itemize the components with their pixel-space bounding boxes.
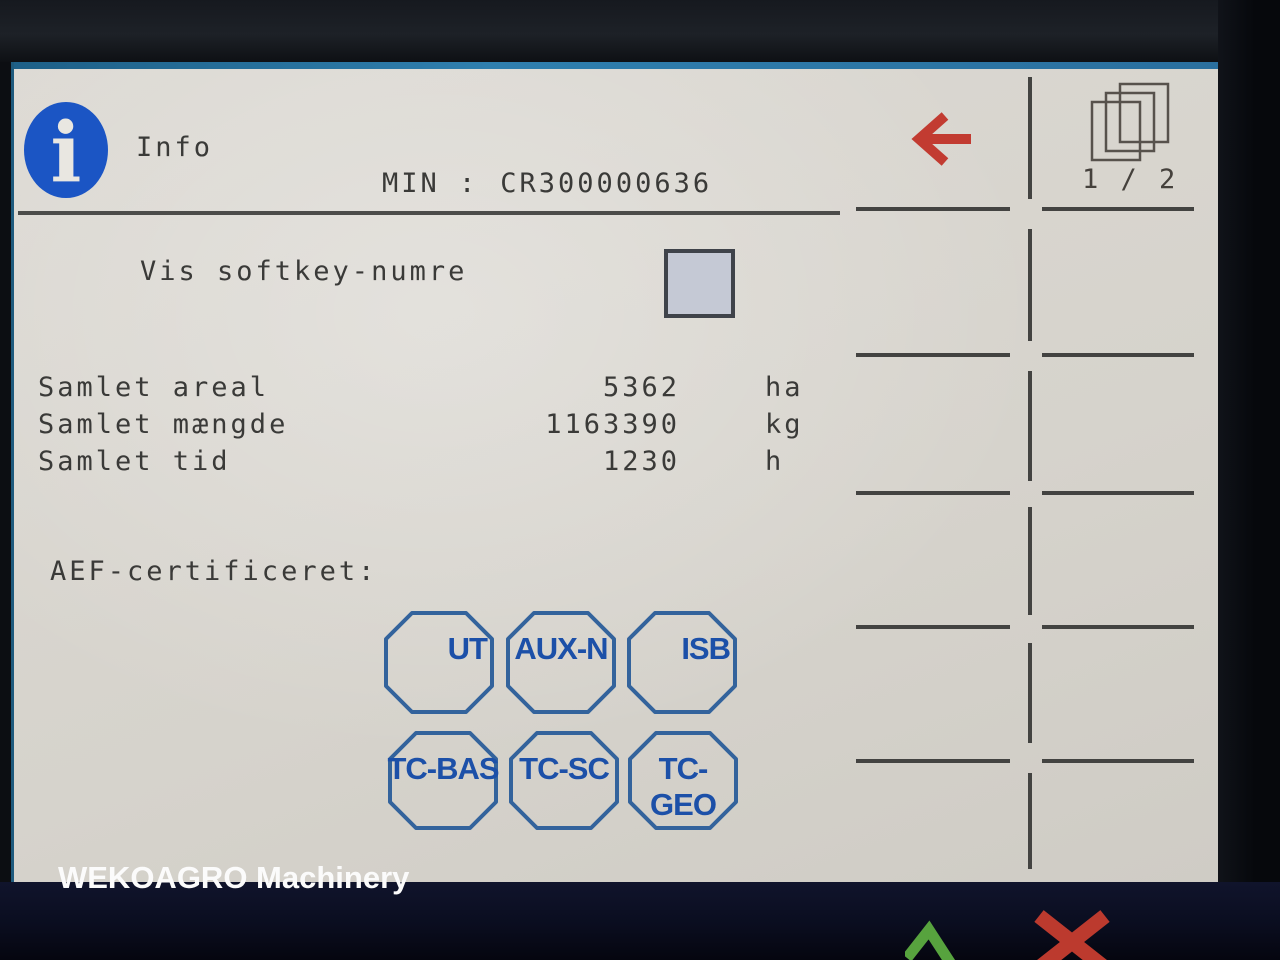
watermark: WEKOAGRO Machinery [58,860,410,895]
machine-id-value: CR300000636 [500,168,713,199]
total-time-value: 1230 [602,446,680,477]
arrow-left-icon [911,112,971,166]
aef-badge-tc-bas: TC-BAS [386,729,500,832]
table-row: Samlet areal 5362 ha [38,373,838,410]
aef-badge-tc-sc: TC-SC [507,729,621,832]
softkey-grid-divider [856,625,1010,629]
stacked-pages-icon [1090,82,1170,162]
total-area-label: Samlet areal [38,372,270,403]
total-area-value: 5362 [602,372,680,403]
bezel-right [1218,0,1280,960]
aef-badge-label: TC-GEO [650,751,717,822]
page-toggle-softkey[interactable]: 1 / 2 [1042,71,1210,205]
softkey-grid-divider [1028,77,1032,199]
machine-id-label: MIN : [382,168,479,199]
aef-badge-label: AUX-N [514,631,608,666]
aef-certified-label: AEF-certificeret: [50,556,378,587]
total-amount-label: Samlet mængde [38,409,289,440]
total-time-label: Samlet tid [38,446,231,477]
aef-badge-label: TC-SC [519,751,610,786]
totals-table: Samlet areal 5362 ha Samlet mængde 11633… [38,373,838,484]
softkey-grid-divider [856,353,1010,357]
softkey-grid-divider [1028,643,1032,743]
aef-badge-label: UT [447,631,488,666]
softkey-grid-divider [1028,773,1032,869]
softkey-grid-divider [1042,353,1194,357]
bezel-bottom [0,882,1280,960]
total-area-unit: ha [765,372,804,403]
terminal-screen: i Info MIN : CR300000636 Vis softkey-num… [14,69,1218,882]
cancel-cross-icon[interactable] [1033,910,1111,960]
header-divider [18,211,840,215]
confirm-check-icon[interactable] [905,908,957,960]
svg-text:i: i [50,105,81,201]
bezel-top [0,0,1280,62]
softkey-grid-divider [856,207,1010,211]
page-title: Info [136,132,214,163]
table-row: Samlet tid 1230 h [38,447,838,484]
softkey-numbers-toggle-label: Vis softkey-numre [140,256,468,287]
page-indicator: 1 / 2 [1082,164,1179,195]
back-softkey[interactable] [859,75,1023,203]
info-icon: i [24,102,108,201]
screen-edge-glow [0,62,1224,69]
softkey-grid-divider [856,759,1010,763]
total-amount-value: 1163390 [545,409,680,440]
softkey-grid-divider [856,491,1010,495]
aef-badge-tc-geo: TC-GEO [626,729,740,832]
softkey-grid-divider [1028,229,1032,341]
softkey-grid-divider [1042,759,1194,763]
table-row: Samlet mængde 1163390 kg [38,410,838,447]
softkey-grid-divider [1028,507,1032,615]
aef-badge-isb: ISB [625,609,739,716]
softkey-grid-divider [1028,371,1032,481]
aef-badge-label: TC-BAS [387,751,499,786]
total-amount-unit: kg [765,409,804,440]
softkey-grid-divider [1042,491,1194,495]
aef-badge-ut: UT [382,609,496,716]
softkey-grid-divider [1042,207,1194,211]
machine-id: MIN : CR300000636 [382,169,712,199]
softkey-numbers-checkbox[interactable] [664,249,735,318]
softkey-grid-divider [1042,625,1194,629]
aef-badge-aux-n: AUX-N [504,609,618,716]
bezel-left [0,62,14,882]
total-time-unit: h [765,446,785,477]
aef-badge-label: ISB [681,631,731,666]
